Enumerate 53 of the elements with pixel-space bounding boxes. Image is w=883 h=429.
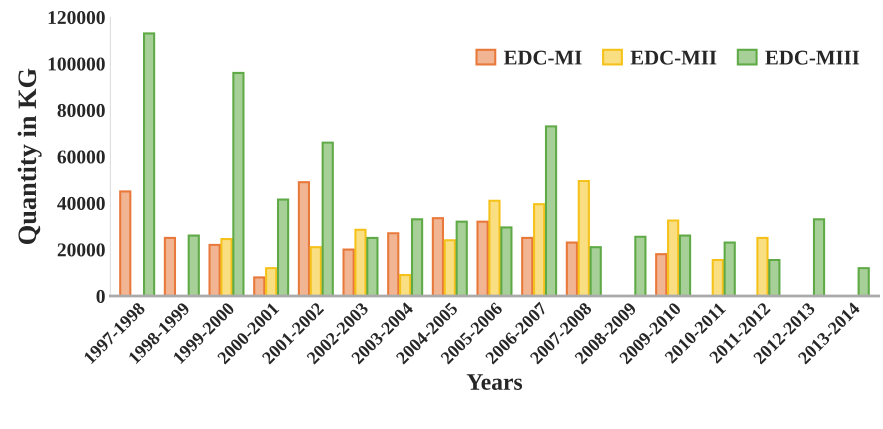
bar — [655, 253, 668, 296]
bar — [544, 125, 558, 296]
bar — [456, 220, 468, 296]
legend-label: EDC-MI — [504, 50, 582, 65]
bar — [768, 258, 780, 296]
bar — [399, 274, 412, 296]
y-tick-label: 120000 — [48, 10, 105, 24]
bar — [298, 181, 310, 296]
bar — [634, 236, 646, 296]
bar — [310, 246, 322, 296]
bar — [488, 200, 501, 296]
y-tick-label: 100000 — [48, 57, 105, 71]
bar — [756, 236, 769, 296]
bar — [521, 236, 534, 296]
y-tick-label: 40000 — [57, 196, 105, 210]
bar — [724, 242, 736, 296]
legend-label: EDC-MII — [630, 50, 716, 65]
bar — [432, 217, 444, 296]
bar — [444, 239, 456, 296]
bar — [322, 142, 334, 296]
bar — [387, 232, 400, 296]
y-tick-label: 60000 — [58, 150, 105, 164]
bar — [142, 32, 156, 296]
bar — [366, 236, 379, 296]
bar — [276, 198, 290, 296]
bar — [858, 267, 870, 296]
bar — [208, 244, 221, 296]
bar — [500, 226, 512, 296]
legend-label: EDC-MIII — [765, 50, 860, 65]
bar — [578, 180, 590, 296]
bar — [188, 234, 200, 296]
bar — [533, 203, 546, 296]
bar — [119, 190, 132, 296]
y-axis-title: Quantity in KG — [18, 68, 42, 244]
bar — [590, 246, 602, 296]
y-tick-label: 20000 — [58, 243, 105, 256]
bar — [566, 242, 578, 296]
bar — [812, 218, 826, 296]
bar — [476, 220, 489, 296]
bar — [712, 258, 724, 296]
bar — [265, 267, 278, 296]
x-axis-title: Years — [466, 374, 522, 390]
bar — [220, 238, 233, 296]
bar — [354, 228, 367, 296]
bar — [342, 248, 355, 296]
y-tick-label: 0 — [96, 290, 105, 303]
bar — [410, 218, 424, 296]
bar — [253, 276, 266, 296]
bar — [164, 236, 176, 296]
bar — [667, 219, 680, 296]
bar — [678, 234, 692, 296]
bar — [232, 72, 245, 296]
y-tick-label: 80000 — [58, 104, 105, 118]
